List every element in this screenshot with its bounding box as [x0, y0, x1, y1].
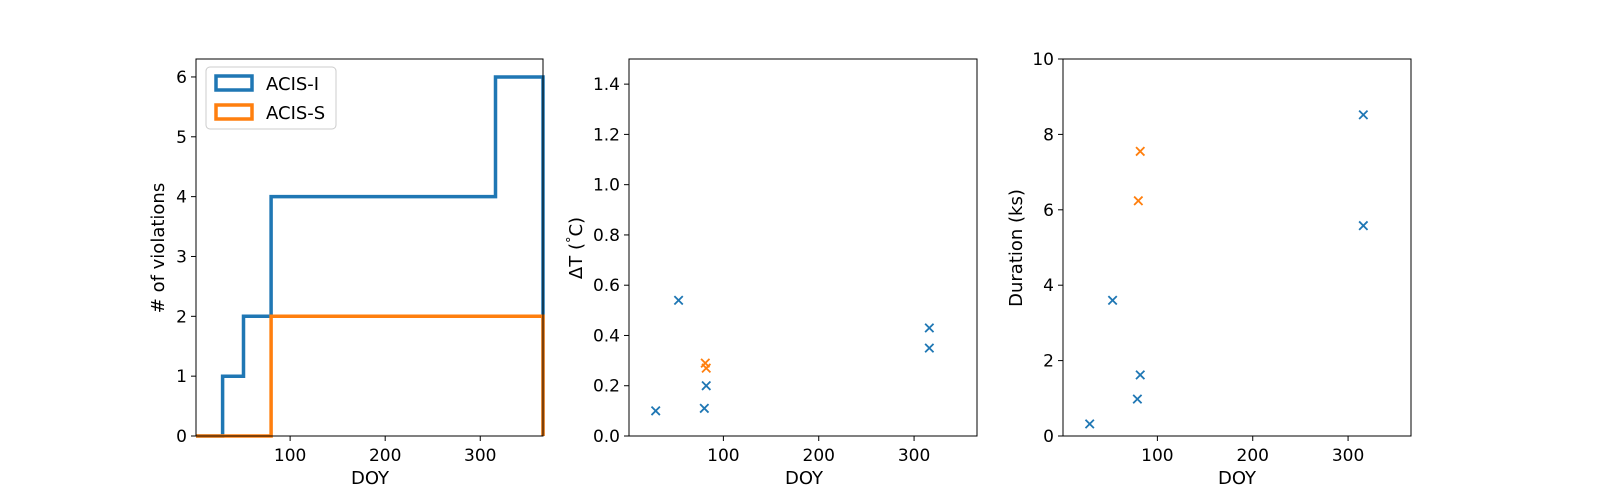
- axis-label-y-panel-2: ΔT (°C): [565, 217, 587, 279]
- x-tick-label: 100: [274, 446, 306, 466]
- data-point-acis-i: [1132, 394, 1143, 404]
- data-point-acis-s: [701, 363, 712, 373]
- x-tick-label: 100: [707, 446, 739, 466]
- axes-frame: [628, 58, 978, 437]
- y-tick-label: 10: [1032, 50, 1054, 70]
- data-point-acis-i: [1135, 370, 1146, 380]
- y-tick-label: 0.8: [593, 226, 620, 246]
- y-tick-label: 3: [176, 247, 187, 267]
- y-tick-label: 0.4: [593, 326, 620, 346]
- data-point-acis-i: [1358, 220, 1369, 231]
- y-tick-label: 6: [1043, 201, 1054, 221]
- duration-panel: 100 200 300 0 2 4 6 8 10: [1032, 50, 1412, 466]
- delta-t-panel: 100 200 300 0.0 0.2 0.4 0.6 0.8 1.0 1.2 1.4: [593, 58, 978, 466]
- y-tick-label: 1: [176, 367, 187, 387]
- y-tick-label: 0.2: [593, 377, 620, 397]
- axis-label-x-panel-1: DOY: [351, 468, 390, 489]
- axis-label-x-panel-3: DOY: [1218, 468, 1257, 489]
- data-point-acis-i: [699, 403, 710, 414]
- x-tick-label: 300: [898, 446, 930, 466]
- y-tick-label: 0: [1043, 427, 1054, 447]
- data-point-acis-i: [924, 343, 935, 353]
- legend: ACIS-I ACIS-S: [205, 66, 337, 130]
- y-tick-label: 2: [176, 307, 187, 327]
- axis-label-x-panel-2: DOY: [785, 468, 824, 489]
- x-tick-label: 100: [1141, 446, 1173, 466]
- y-tick-label: 5: [176, 128, 187, 148]
- axis-label-y-panel-3: Duration (ks): [1006, 189, 1027, 307]
- y-tick-label: 0: [176, 427, 187, 447]
- x-tick-label: 200: [369, 446, 401, 466]
- y-tick-label: 1.0: [593, 176, 620, 196]
- data-point-acis-s: [1135, 146, 1146, 157]
- y-tick-label: 8: [1043, 125, 1054, 145]
- y-tick-label: 6: [176, 68, 187, 88]
- x-tick-label: 200: [803, 446, 835, 466]
- axis-label-y-panel-1: # of violations: [148, 183, 169, 313]
- data-point-acis-i: [1107, 295, 1118, 306]
- x-tick-label: 300: [464, 446, 496, 466]
- y-tick-label: 0.0: [593, 427, 620, 447]
- y-tick-label: 2: [1043, 352, 1054, 372]
- data-point-acis-i: [1084, 419, 1095, 429]
- data-point-acis-i: [1358, 109, 1369, 120]
- legend-swatch-acis-i: [214, 74, 254, 92]
- legend-label-acis-i: ACIS-I: [266, 74, 319, 95]
- y-tick-label: 1.4: [593, 75, 620, 95]
- data-point-acis-i: [701, 380, 712, 391]
- legend-frame: [205, 66, 337, 130]
- x-tick-label: 200: [1237, 446, 1269, 466]
- legend-swatch-acis-s: [214, 103, 254, 121]
- x-tick-label: 300: [1332, 446, 1364, 466]
- y-tick-label: 4: [1043, 276, 1054, 296]
- legend-label-acis-s: ACIS-S: [266, 103, 325, 124]
- data-point-acis-i: [650, 406, 661, 416]
- data-point-acis-i: [673, 295, 684, 306]
- axes-frame: [1062, 58, 1412, 437]
- data-point-acis-s: [1133, 195, 1144, 206]
- axes-frame: [195, 58, 544, 437]
- data-point-acis-i: [924, 323, 935, 333]
- violations-count-panel: 100 200 300 0 1 2 3 4 5 6: [176, 58, 545, 466]
- y-tick-label: 1.2: [593, 125, 620, 145]
- y-tick-label: 4: [176, 188, 187, 208]
- y-tick-label: 0.6: [593, 276, 620, 296]
